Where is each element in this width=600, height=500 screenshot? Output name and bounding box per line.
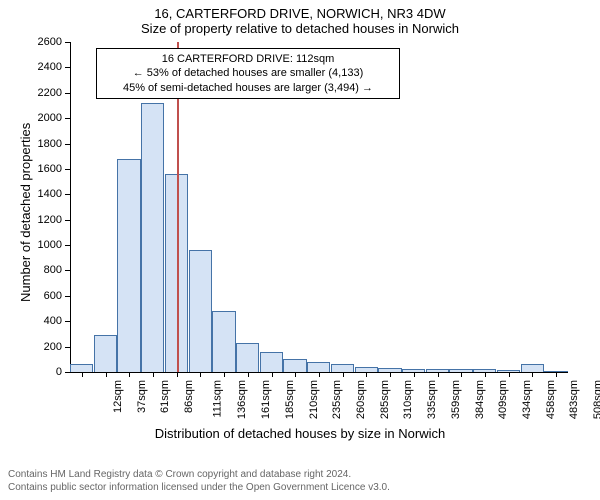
copyright-text: Contains HM Land Registry data © Crown c… <box>8 468 390 494</box>
histogram-bar <box>236 343 259 372</box>
histogram-bar <box>331 364 354 372</box>
x-tick-label: 161sqm <box>260 380 272 419</box>
y-tick-label: 200 <box>32 341 62 353</box>
x-tick-label: 111sqm <box>211 380 223 418</box>
histogram-bar <box>70 364 93 372</box>
y-tick-label: 1800 <box>32 138 62 150</box>
histogram-bar <box>283 359 306 372</box>
y-tick-label: 0 <box>32 366 62 378</box>
histogram-bar <box>260 352 283 372</box>
annotation-line1: 16 CARTERFORD DRIVE: 112sqm <box>103 52 393 66</box>
y-tick-label: 400 <box>32 315 62 327</box>
histogram-bar <box>212 311 235 372</box>
title-address: 16, CARTERFORD DRIVE, NORWICH, NR3 4DW <box>0 0 600 21</box>
x-tick-label: 409sqm <box>497 380 509 419</box>
histogram-bar <box>521 364 544 372</box>
copyright-line1: Contains HM Land Registry data © Crown c… <box>8 468 390 481</box>
x-tick-label: 359sqm <box>450 380 462 419</box>
x-tick-label: 61sqm <box>159 380 171 413</box>
x-tick-label: 86sqm <box>183 380 195 413</box>
x-tick-label: 235sqm <box>331 380 343 419</box>
histogram-bar <box>94 335 117 372</box>
title-subtitle: Size of property relative to detached ho… <box>0 21 600 42</box>
x-tick-label: 12sqm <box>112 380 124 413</box>
annotation-line2: ← 53% of detached houses are smaller (4,… <box>103 66 393 80</box>
x-tick-label: 508sqm <box>592 380 600 419</box>
y-tick-label: 800 <box>32 264 62 276</box>
x-tick-label: 260sqm <box>355 380 367 419</box>
y-tick-label: 1400 <box>32 188 62 200</box>
y-tick-label: 2200 <box>32 87 62 99</box>
annotation-box: 16 CARTERFORD DRIVE: 112sqm ← 53% of det… <box>96 48 400 99</box>
x-tick-label: 285sqm <box>379 380 391 419</box>
y-tick-label: 1600 <box>32 163 62 175</box>
y-tick-label: 2000 <box>32 112 62 124</box>
x-tick-label: 37sqm <box>136 380 148 413</box>
histogram-bar <box>189 250 212 372</box>
histogram-bar <box>141 103 164 372</box>
y-tick-label: 2600 <box>32 36 62 48</box>
y-tick-label: 1000 <box>32 239 62 251</box>
x-tick-label: 483sqm <box>569 380 581 419</box>
x-tick-label: 136sqm <box>237 380 249 419</box>
x-tick-label: 310sqm <box>403 380 415 419</box>
copyright-line2: Contains public sector information licen… <box>8 481 390 494</box>
x-tick-label: 384sqm <box>474 380 486 419</box>
y-tick-label: 1200 <box>32 214 62 226</box>
x-tick-label: 185sqm <box>284 380 296 419</box>
histogram-bar <box>307 362 330 372</box>
chart-container: 16, CARTERFORD DRIVE, NORWICH, NR3 4DW S… <box>0 0 600 500</box>
x-tick-label: 210sqm <box>308 380 320 419</box>
x-tick-label: 434sqm <box>521 380 533 419</box>
annotation-line3: 45% of semi-detached houses are larger (… <box>103 81 393 95</box>
y-axis-label: Number of detached properties <box>18 123 33 302</box>
histogram-bar <box>165 174 188 372</box>
y-tick-label: 2400 <box>32 61 62 73</box>
histogram-bar <box>117 159 140 372</box>
x-tick-label: 335sqm <box>426 380 438 419</box>
x-tick-label: 458sqm <box>545 380 557 419</box>
x-axis-label: Distribution of detached houses by size … <box>0 426 600 441</box>
y-tick-label: 600 <box>32 290 62 302</box>
